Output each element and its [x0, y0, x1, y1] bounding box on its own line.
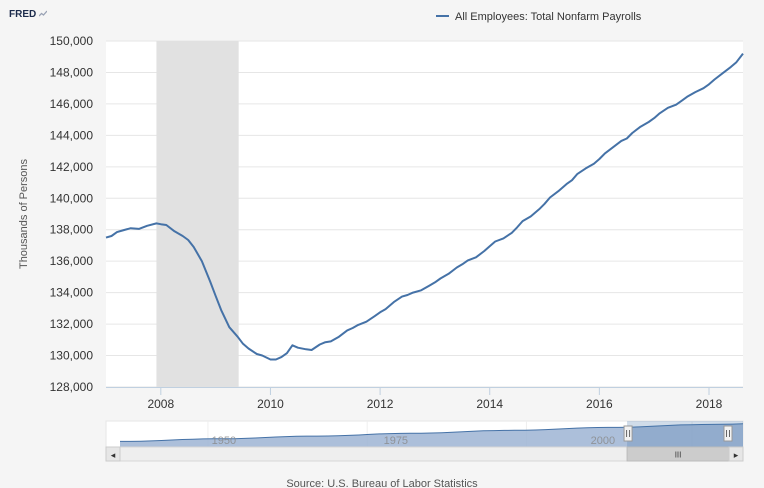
y-tick-label: 134,000 — [50, 286, 94, 300]
scrollbar-left-arrow-icon[interactable]: ◂ — [111, 451, 116, 461]
legend-label[interactable]: All Employees: Total Nonfarm Payrolls — [455, 11, 642, 23]
x-tick-label: 2008 — [147, 397, 174, 411]
scrollbar-left-button[interactable] — [105, 446, 121, 462]
y-tick-label: 144,000 — [50, 128, 94, 142]
legend[interactable]: All Employees: Total Nonfarm Payrolls — [436, 11, 642, 23]
y-tick-label: 132,000 — [50, 317, 94, 331]
y-tick-label: 148,000 — [50, 65, 94, 79]
x-tick-label: 2014 — [476, 397, 503, 411]
y-tick-label: 150,000 — [50, 34, 94, 48]
navigator-series-area — [120, 423, 743, 447]
navigator-series-line — [120, 423, 744, 442]
series-lines — [105, 52, 744, 361]
navigator-tick-label: 2000 — [591, 435, 615, 447]
y-tick-label: 128,000 — [50, 380, 94, 394]
navigator-tick-label: 1975 — [384, 435, 408, 447]
scrollbar-right-button[interactable] — [728, 446, 744, 462]
x-tick-label: 2010 — [257, 397, 284, 411]
x-tick-label: 2018 — [696, 397, 723, 411]
x-tick-label: 2012 — [367, 397, 394, 411]
x-tick-label: 2016 — [586, 397, 613, 411]
series-line — [105, 52, 744, 361]
y-tick-label: 136,000 — [50, 254, 94, 268]
y-tick-label: 140,000 — [50, 191, 94, 205]
range-navigator[interactable]: 1950 1975 2000 — [105, 420, 744, 448]
scrollbar-grip[interactable]: III — [675, 451, 682, 460]
navigator-right-handle[interactable] — [723, 425, 733, 442]
recession-shading — [156, 41, 239, 387]
y-tick-label: 146,000 — [50, 97, 94, 111]
y-tick-label: 142,000 — [50, 160, 94, 174]
handle-body[interactable] — [623, 425, 633, 442]
source-note: Source: U.S. Bureau of Labor Statistics — [286, 478, 478, 488]
y-tick-label: 138,000 — [50, 223, 94, 237]
fred-chart-icon — [39, 10, 47, 17]
y-tick-label: 130,000 — [50, 349, 94, 363]
navigator-tick-label: 1950 — [212, 435, 236, 447]
navigator-left-handle[interactable] — [623, 425, 633, 442]
y-axis: 128,000 130,000 132,000 134,000 136,000 138,0… — [50, 34, 94, 394]
x-axis: 2008 2010 2012 2014 2016 2018 — [106, 387, 743, 411]
navigator-tick-labels: 1950 1975 2000 — [212, 435, 615, 447]
scrollbar-right-arrow-icon[interactable]: ▸ — [734, 451, 739, 461]
fred-logo[interactable]: FRED — [9, 9, 37, 20]
y-axis-title: Thousands of Persons — [18, 158, 30, 269]
handle-body[interactable] — [723, 425, 733, 442]
range-scrollbar[interactable]: III ◂ ▸ — [105, 446, 744, 462]
recession-band — [156, 41, 239, 387]
